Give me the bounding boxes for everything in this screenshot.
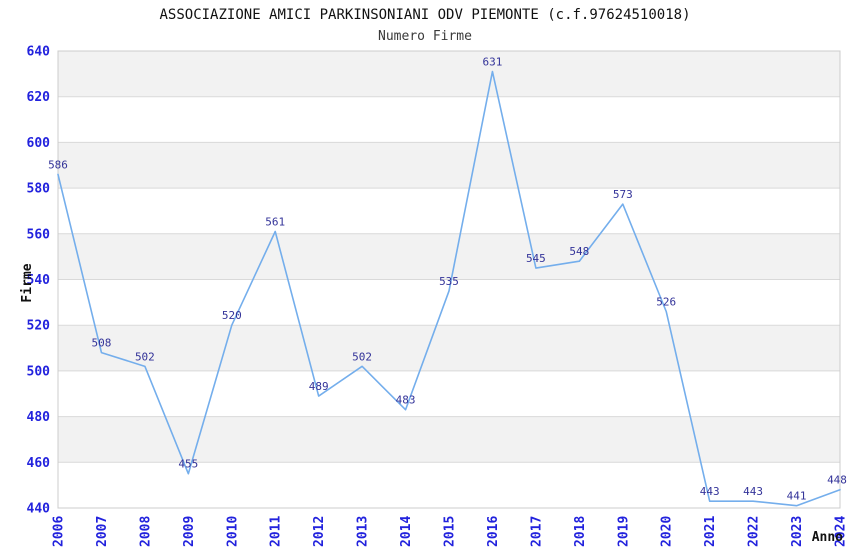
y-tick-label: 520 <box>27 319 51 334</box>
point-label: 631 <box>483 56 503 69</box>
point-label: 545 <box>526 252 546 265</box>
x-tick-label: 2008 <box>138 516 153 547</box>
x-tick-label: 2015 <box>443 516 458 547</box>
x-tick-label: 2014 <box>399 516 414 547</box>
plot-area: 440 460 480 500 520 540 560 580 600 620 640 2006 200… <box>27 45 849 548</box>
point-label: 526 <box>656 295 676 308</box>
point-label: 455 <box>178 458 198 471</box>
x-tick-label: 2007 <box>95 516 110 547</box>
band-stripe <box>58 416 840 463</box>
point-label: 502 <box>352 350 372 363</box>
point-label: 448 <box>827 474 847 487</box>
x-tick-label: 2020 <box>660 516 675 547</box>
point-label: 535 <box>439 275 459 288</box>
point-label: 520 <box>222 309 242 322</box>
point-label: 561 <box>265 216 285 229</box>
y-tick-label: 440 <box>27 502 51 517</box>
chart-subtitle: Numero Firme <box>378 29 472 44</box>
line-series <box>57 70 841 507</box>
point-label: 502 <box>135 350 155 363</box>
y-tick-label: 460 <box>27 456 51 471</box>
y-tick-label: 540 <box>27 273 51 288</box>
y-tick-label: 620 <box>27 90 51 105</box>
x-tick-label: 2021 <box>703 516 718 547</box>
x-tick-label: 2010 <box>225 516 240 547</box>
plot-border <box>57 50 841 509</box>
x-tick-label: 2019 <box>616 516 631 547</box>
x-tick-label: 2009 <box>182 516 197 547</box>
point-label: 548 <box>569 245 589 258</box>
y-axis-label: Firme <box>20 263 35 302</box>
x-axis-label: Anno <box>812 530 843 545</box>
band-stripe <box>58 51 840 97</box>
chart-title: ASSOCIAZIONE AMICI PARKINSONIANI ODV PIE… <box>159 7 690 23</box>
x-tick-label: 2016 <box>486 516 501 547</box>
point-label: 441 <box>787 490 807 503</box>
point-label: 573 <box>613 188 633 201</box>
x-tick-label: 2012 <box>312 516 327 547</box>
x-tick-label: 2017 <box>529 516 544 547</box>
y-tick-label: 500 <box>27 364 51 379</box>
y-tick-label: 560 <box>27 227 51 242</box>
x-tick-label: 2011 <box>269 516 284 547</box>
band-stripe <box>58 233 840 280</box>
point-label: 489 <box>309 380 329 393</box>
point-label: 443 <box>700 485 720 498</box>
x-tick-label: 2023 <box>790 516 805 547</box>
x-tick-label: 2018 <box>573 516 588 547</box>
x-tick-label: 2013 <box>356 516 371 547</box>
point-label: 586 <box>48 158 68 171</box>
band-stripe <box>58 142 840 189</box>
band-stripe <box>58 325 840 371</box>
y-tick-label: 640 <box>27 45 51 60</box>
y-tick-label: 580 <box>27 182 51 197</box>
point-label: 508 <box>92 337 112 350</box>
x-tick-label: 2006 <box>52 516 67 547</box>
x-tick-label: 2022 <box>747 516 762 547</box>
y-tick-label: 480 <box>27 410 51 425</box>
point-label: 443 <box>743 485 763 498</box>
point-label: 483 <box>396 394 416 407</box>
y-tick-label: 600 <box>27 136 51 151</box>
x-tick-label: 2024 <box>834 516 849 547</box>
